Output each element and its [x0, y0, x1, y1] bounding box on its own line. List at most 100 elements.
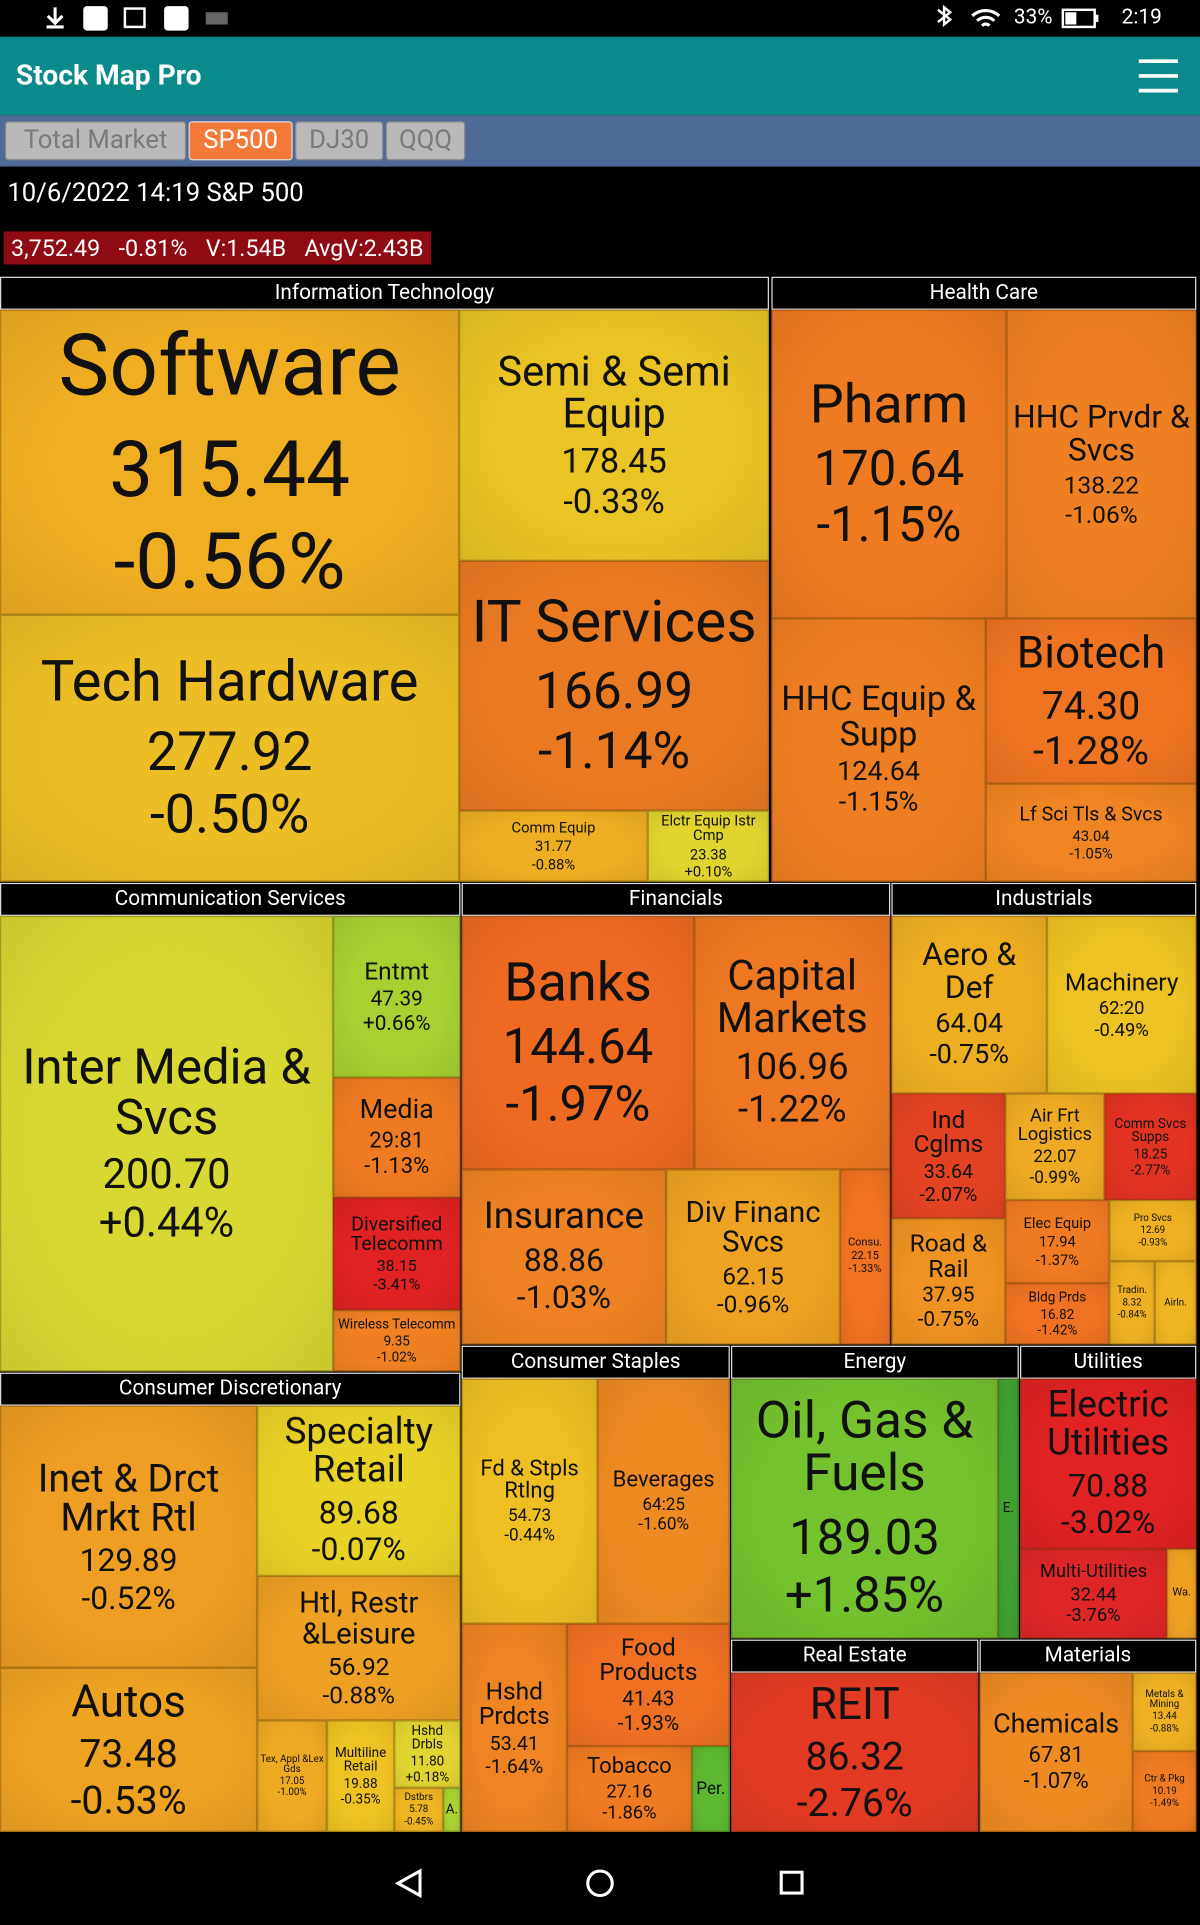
sector-tile[interactable]: Tech Hardware 277.92 -0.50%: [0, 614, 460, 882]
tile-label: Hshd Prdcts: [478, 1676, 550, 1731]
sector-tile[interactable]: Electric Utilities 70.88 -3.02%: [1020, 1378, 1197, 1549]
sector-tile[interactable]: Metals & Mining 13.44 -0.88%: [1132, 1672, 1197, 1752]
tab[interactable]: DJ30: [295, 121, 384, 161]
sector-tile[interactable]: Semi & Semi Equip 178.45 -0.33%: [459, 309, 769, 561]
tile-price: 5.78: [409, 1804, 429, 1816]
app-bar: Stock Map Pro: [0, 36, 1200, 116]
sector-tile[interactable]: Diversified Telecomm 38.15 -3.41%: [333, 1197, 461, 1311]
sector-tile[interactable]: Ctr & Pkg 10.19 -1.49%: [1132, 1751, 1197, 1832]
sector-tile[interactable]: Htl, Restr &Leisure 56.92 -0.88%: [257, 1575, 461, 1721]
status-bar: 33% 2:19: [0, 0, 1200, 37]
sector-tile[interactable]: Banks 144.64 -1.97%: [461, 915, 695, 1170]
sector-tile[interactable]: Comm Svcs Supps 18.25 -2.77%: [1104, 1093, 1197, 1201]
sector-tile[interactable]: Pharm 170.64 -1.15%: [771, 309, 1007, 619]
tile-label: Airln.: [1164, 1296, 1187, 1308]
tile-price: 33.64: [923, 1159, 973, 1183]
tile-change: -3.76%: [1066, 1604, 1121, 1627]
sector-tile[interactable]: Hshd Drbls 11.80 +0.18%: [394, 1720, 461, 1788]
sector-header: Industrials: [891, 882, 1197, 916]
clock: 2:19: [1121, 4, 1162, 30]
sector-tile[interactable]: HHC Prvdr & Svcs 138.22 -1.06%: [1006, 309, 1197, 619]
sector-tile[interactable]: IT Services 166.99 -1.14%: [459, 560, 769, 811]
sector-tile[interactable]: Lf Sci Tls & Svcs 43.04 -1.05%: [985, 783, 1197, 882]
tile-change: -1.49%: [1149, 1797, 1179, 1809]
menu-button[interactable]: [1136, 56, 1180, 95]
tile-change: -1.15%: [838, 787, 919, 819]
tile-price: 315.44: [109, 423, 351, 516]
tab[interactable]: Total Market: [4, 121, 187, 161]
nav-icons: [394, 1868, 804, 1899]
sector-tile[interactable]: Multi-Utilities 32.44 -3.76%: [1020, 1548, 1167, 1639]
sector-tile[interactable]: Beverages 64:25 -1.60%: [597, 1378, 730, 1624]
sector-tile[interactable]: Bldg Prds 16.82 -1.42%: [1005, 1283, 1110, 1345]
tile-price: 43.04: [1072, 827, 1110, 845]
sector-tile[interactable]: Tobacco 27.16 -1.86%: [566, 1746, 692, 1832]
sector-tile[interactable]: Air Frt Logistics 22.07 -0.99%: [1005, 1093, 1105, 1201]
sector-tile[interactable]: Comm Equip 31.77 -0.88%: [459, 810, 648, 882]
tile-label: Lf Sci Tls & Svcs: [1019, 802, 1163, 826]
sector-tile[interactable]: E.: [997, 1378, 1019, 1639]
sector-tile[interactable]: Consu. 22.15 -1.33%: [840, 1169, 891, 1345]
sector-tile[interactable]: Wa.: [1166, 1548, 1197, 1639]
sector-tile[interactable]: Fd & Stpls Rtlng 54.73 -0.44%: [461, 1378, 598, 1624]
sector-tile[interactable]: Oil, Gas & Fuels 189.03 +1.85%: [731, 1378, 998, 1639]
sector-tile[interactable]: Airln.: [1154, 1261, 1197, 1345]
tile-label: Tech Hardware: [40, 648, 419, 715]
tile-label: Aero & Def: [922, 936, 1017, 1007]
sector-tile[interactable]: Inter Media & Svcs 200.70 +0.44%: [0, 915, 334, 1372]
sector-tile[interactable]: Multiline Retail 19.88 -0.35%: [326, 1720, 395, 1832]
sector-tile[interactable]: Elec Equip 17.94 -1.37%: [1005, 1200, 1110, 1284]
sector-tile[interactable]: HHC Equip & Supp 124.64 -1.15%: [771, 618, 986, 882]
sector-tile[interactable]: Machinery 62:20 -0.49%: [1046, 915, 1197, 1094]
tile-label: Autos: [71, 1675, 186, 1728]
tab[interactable]: QQQ: [385, 121, 466, 161]
sector-header: Real Estate: [731, 1639, 979, 1673]
sector-tile[interactable]: Per.: [691, 1746, 730, 1832]
sector-tile[interactable]: Inet & Drct Mrkt Rtl 129.89 -0.52%: [0, 1405, 258, 1668]
sector-tile[interactable]: Biotech 74.30 -1.28%: [985, 618, 1197, 784]
tile-label: Wireless Telecomm: [337, 1316, 456, 1333]
sector-tile[interactable]: Software 315.44 -0.56%: [0, 309, 460, 615]
tile-price: 17.94: [1038, 1233, 1076, 1251]
sector-tile[interactable]: Hshd Prdcts 53.41 -1.64%: [461, 1623, 567, 1832]
sector-tile[interactable]: Media 29:81 -1.13%: [333, 1077, 461, 1198]
sector-tile[interactable]: Food Products 41.43 -1.93%: [566, 1623, 730, 1747]
sector-tile[interactable]: Div Financ Svcs 62.15 -0.96%: [666, 1169, 841, 1345]
sector-tile[interactable]: Road & Rail 37.95 -0.75%: [891, 1218, 1006, 1345]
sector-tile[interactable]: Capital Markets 106.96 -1.22%: [694, 915, 891, 1170]
tile-price: 86.32: [805, 1733, 904, 1780]
sector-tile[interactable]: Chemicals 67.81 -1.07%: [979, 1672, 1133, 1832]
sector-tile[interactable]: Wireless Telecomm 9.35 -1.02%: [333, 1310, 461, 1372]
tile-price: 277.92: [146, 719, 313, 784]
app-title: Stock Map Pro: [15, 58, 202, 92]
tile-change: -1.33%: [848, 1263, 882, 1276]
tile-price: 62.15: [722, 1260, 784, 1291]
sector-tile[interactable]: REIT 86.32 -2.76%: [731, 1672, 979, 1832]
sector-tile[interactable]: Entmt 47.39 +0.66%: [333, 915, 461, 1078]
tile-label: Specialty Retail: [284, 1410, 433, 1492]
sector-header: Financials: [461, 882, 891, 916]
tile-label: Beverages: [612, 1466, 715, 1493]
sector-tile[interactable]: Elctr Equip Istr Cmp 23.38 +0.10%: [647, 810, 769, 882]
sector-tile[interactable]: A.: [443, 1787, 461, 1832]
tile-change: -0.33%: [563, 480, 665, 522]
tab[interactable]: SP500: [188, 121, 293, 161]
sector-tile[interactable]: Dstbrs 5.78 -0.45%: [394, 1787, 444, 1832]
sector-tile[interactable]: Aero & Def 64.04 -0.75%: [891, 915, 1047, 1094]
sector-tile[interactable]: Insurance 88.86 -1.03%: [461, 1169, 667, 1345]
sector-tile[interactable]: Autos 73.48 -0.53%: [0, 1667, 258, 1832]
tile-label: Multi-Utilities: [1039, 1559, 1148, 1582]
sector-header: Energy: [731, 1345, 1019, 1379]
tile-price: 200.70: [102, 1149, 231, 1199]
tile-price: 16.82: [1040, 1306, 1075, 1323]
sector-tile[interactable]: Ind Cglms 33.64 -2.07%: [891, 1093, 1006, 1219]
sector-tile[interactable]: Specialty Retail 89.68 -0.07%: [257, 1405, 461, 1576]
tile-label: IT Services: [471, 586, 757, 657]
tile-change: -3.02%: [1061, 1505, 1156, 1542]
nav-bar: [0, 1831, 1200, 1921]
tile-label: Consu.: [847, 1236, 883, 1249]
sector-tile[interactable]: Tex, Appl &Lex Gds 17.05 -1.00%: [257, 1720, 327, 1832]
sector-tile[interactable]: Tradin. 8.32 -0.84%: [1109, 1261, 1155, 1345]
sector-tile[interactable]: Pro Svcs 12.69 -0.93%: [1109, 1200, 1197, 1262]
